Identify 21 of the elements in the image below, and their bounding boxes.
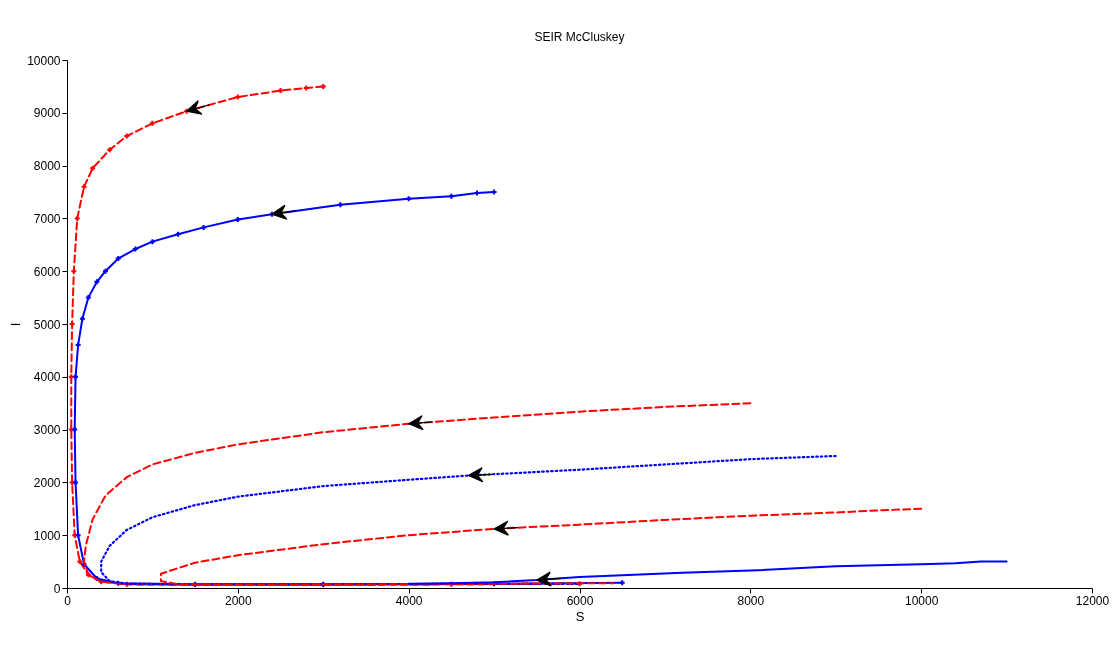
x-tick-label: 6000	[566, 593, 594, 608]
y-tick-label: 7000	[33, 211, 61, 226]
y-tick-label: 2000	[33, 475, 61, 490]
x-tick-label: 8000	[737, 593, 765, 608]
x-tick-label: 10000	[904, 593, 939, 608]
y-tick-label: 9000	[33, 106, 61, 121]
y-tick-label: 4000	[33, 370, 61, 385]
y-tick-label: 10000	[27, 53, 61, 68]
y-tick-label: 5000	[33, 317, 61, 332]
y-axis-title: I	[8, 322, 24, 327]
y-tick-label: 0	[53, 581, 61, 596]
y-tick-label: 1000	[33, 528, 61, 543]
x-tick-label: 0	[64, 593, 72, 608]
x-tick-label: 12000	[1075, 593, 1110, 608]
x-tick-label: 2000	[224, 593, 252, 608]
chart-title: SEIR McCluskey	[534, 30, 625, 44]
x-axis-title: S	[575, 608, 585, 624]
y-tick-label: 6000	[33, 264, 61, 279]
y-tick-label: 8000	[33, 159, 61, 174]
x-tick-label: 4000	[395, 593, 423, 608]
y-tick-label: 3000	[33, 423, 61, 438]
